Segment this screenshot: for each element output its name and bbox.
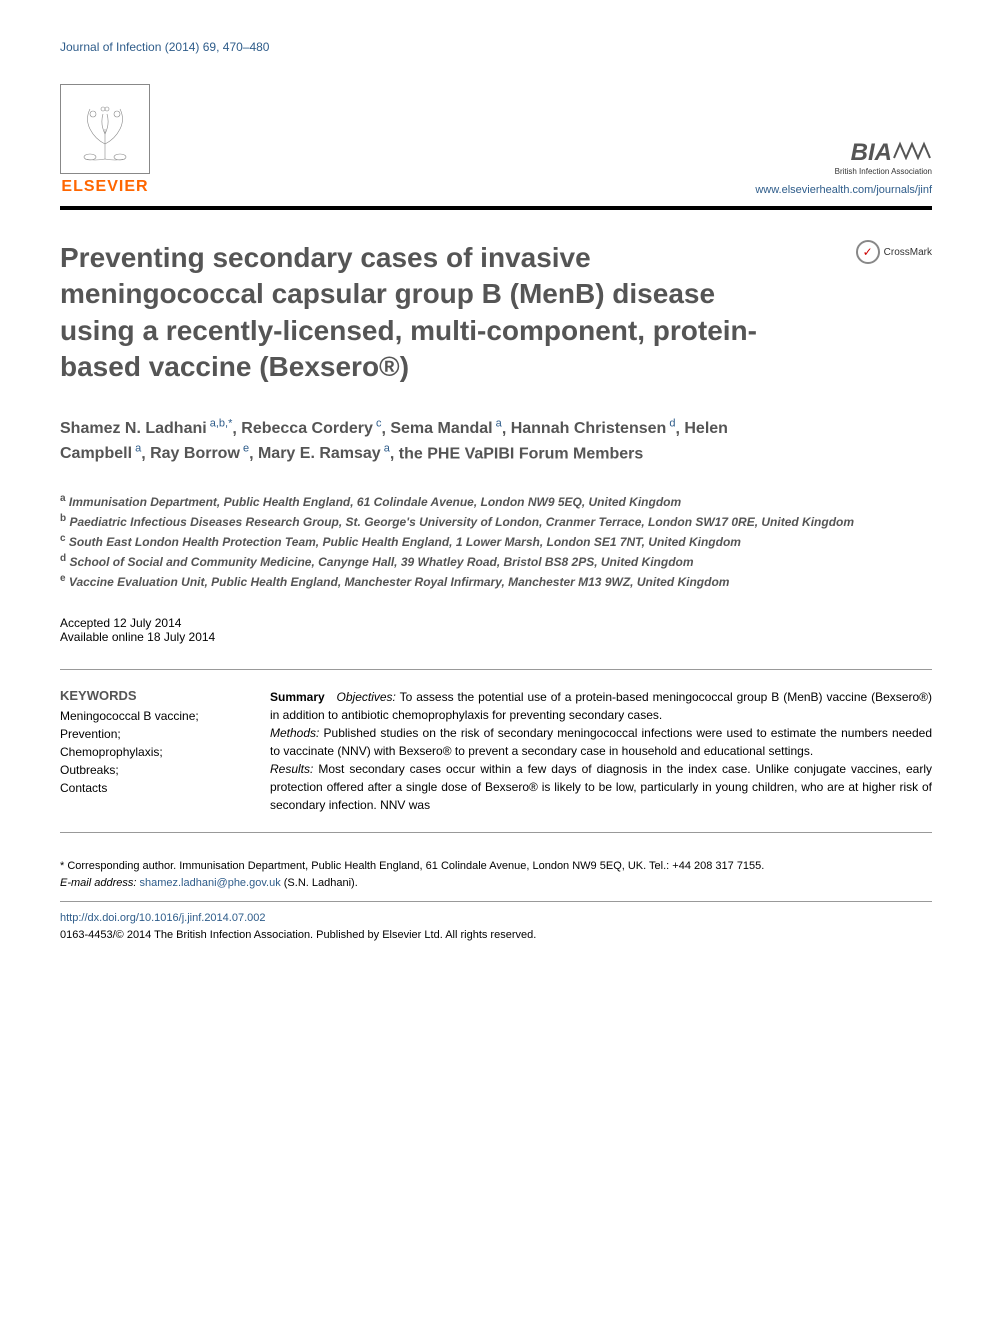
- summary-label: Summary: [270, 690, 325, 704]
- keywords-heading: KEYWORDS: [60, 688, 240, 703]
- summary-column: Summary Objectives: To assess the potent…: [270, 688, 932, 814]
- accepted-date: Accepted 12 July 2014: [60, 616, 932, 630]
- crossmark-icon: ✓: [856, 240, 880, 264]
- journal-citation: Journal of Infection (2014) 69, 470–480: [60, 40, 932, 54]
- affiliation: c South East London Health Protection Te…: [60, 531, 932, 551]
- copyright-text: 0163-4453/© 2014 The British Infection A…: [60, 927, 932, 944]
- author: Hannah Christensen d: [511, 420, 676, 437]
- corresponding-author: * Corresponding author. Immunisation Dep…: [60, 858, 932, 891]
- publication-dates: Accepted 12 July 2014 Available online 1…: [60, 616, 932, 644]
- logos-row: ELSEVIER BIA British Infection Associati…: [60, 84, 932, 196]
- email-label: E-mail address:: [60, 877, 136, 889]
- doi-link[interactable]: http://dx.doi.org/10.1016/j.jinf.2014.07…: [60, 912, 266, 924]
- elsevier-name: ELSEVIER: [61, 178, 148, 196]
- authors-list: Shamez N. Ladhani a,b,*, Rebecca Cordery…: [60, 416, 780, 467]
- methods-label: Methods:: [270, 726, 319, 740]
- title-row: Preventing secondary cases of invasive m…: [60, 240, 932, 386]
- abstract-row: KEYWORDS Meningococcal B vaccine;Prevent…: [60, 669, 932, 833]
- footer-block: * Corresponding author. Immunisation Dep…: [60, 858, 932, 943]
- keyword-item: Prevention;: [60, 725, 240, 743]
- elsevier-tree-icon: [60, 84, 150, 174]
- bia-logo: BIA: [755, 139, 932, 167]
- bia-subtitle: British Infection Association: [755, 167, 932, 176]
- bia-block: BIA British Infection Association www.el…: [755, 139, 932, 196]
- affiliation: d School of Social and Community Medicin…: [60, 551, 932, 571]
- author: the PHE VaPIBI Forum Members: [399, 445, 644, 462]
- keyword-item: Meningococcal B vaccine;: [60, 707, 240, 725]
- methods-text: Published studies on the risk of seconda…: [270, 726, 932, 758]
- keyword-item: Contacts: [60, 779, 240, 797]
- author: Ray Borrow e: [150, 445, 249, 462]
- affiliation: b Paediatric Infectious Diseases Researc…: [60, 511, 932, 531]
- footer-rule: [60, 901, 932, 902]
- email-name: (S.N. Ladhani).: [284, 877, 358, 889]
- header-rule: [60, 206, 932, 210]
- author: Sema Mandal a: [390, 420, 501, 437]
- author: Shamez N. Ladhani a,b,*: [60, 420, 232, 437]
- keyword-item: Chemoprophylaxis;: [60, 743, 240, 761]
- article-title: Preventing secondary cases of invasive m…: [60, 240, 780, 386]
- results-text: Most secondary cases occur within a few …: [270, 762, 932, 812]
- author: Rebecca Cordery c: [241, 420, 381, 437]
- crossmark-label: CrossMark: [884, 247, 932, 258]
- journal-url-link[interactable]: www.elsevierhealth.com/journals/jinf: [755, 184, 932, 196]
- results-label: Results:: [270, 762, 313, 776]
- elsevier-logo: ELSEVIER: [60, 84, 150, 196]
- keywords-column: KEYWORDS Meningococcal B vaccine;Prevent…: [60, 688, 240, 814]
- affiliation: e Vaccine Evaluation Unit, Public Health…: [60, 571, 932, 591]
- author: Mary E. Ramsay a: [258, 445, 390, 462]
- keywords-list: Meningococcal B vaccine;Prevention;Chemo…: [60, 707, 240, 797]
- keyword-item: Outbreaks;: [60, 761, 240, 779]
- affiliations-list: a Immunisation Department, Public Health…: [60, 491, 932, 591]
- affiliation: a Immunisation Department, Public Health…: [60, 491, 932, 511]
- crossmark-badge[interactable]: ✓ CrossMark: [856, 240, 932, 264]
- objectives-label: Objectives:: [337, 690, 396, 704]
- online-date: Available online 18 July 2014: [60, 630, 932, 644]
- email-link[interactable]: shamez.ladhani@phe.gov.uk: [139, 877, 280, 889]
